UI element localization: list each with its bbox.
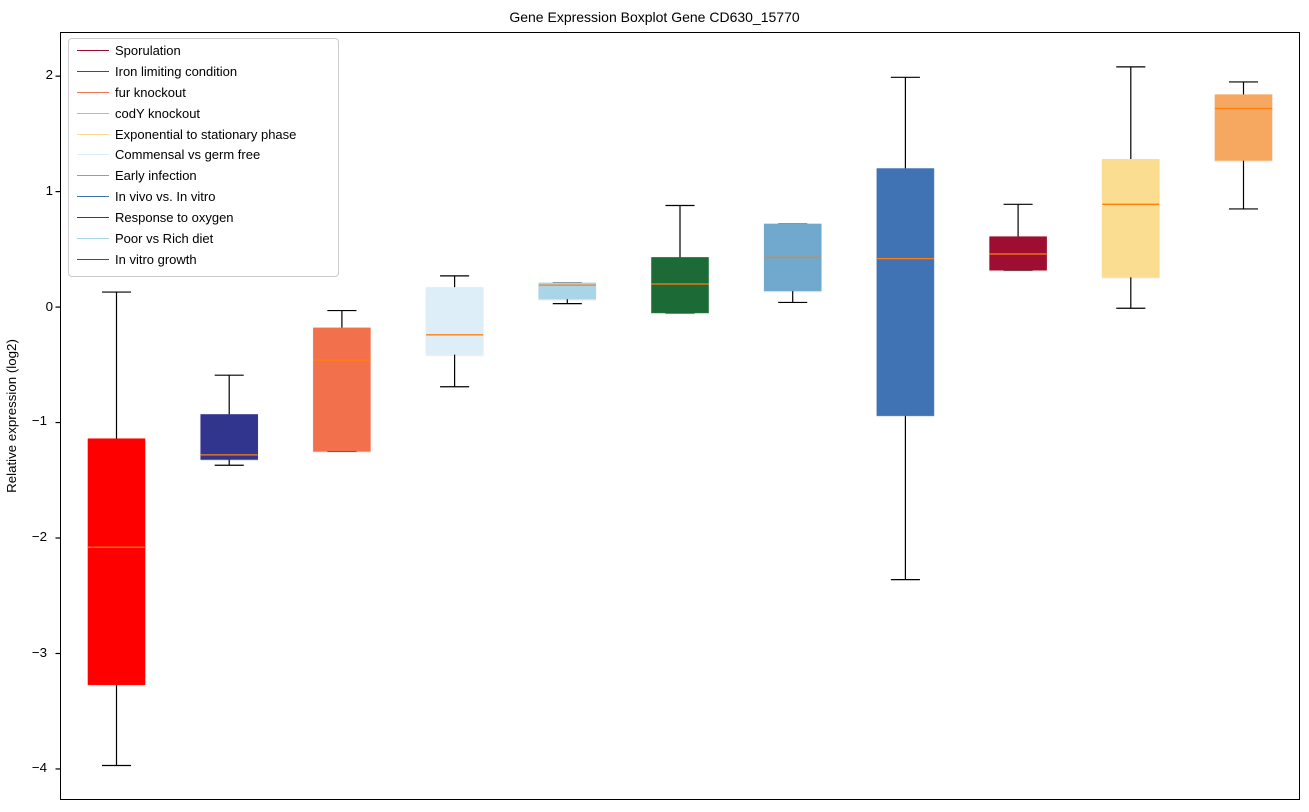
svg-text:Relative expression (log2): Relative expression (log2) <box>4 339 19 493</box>
